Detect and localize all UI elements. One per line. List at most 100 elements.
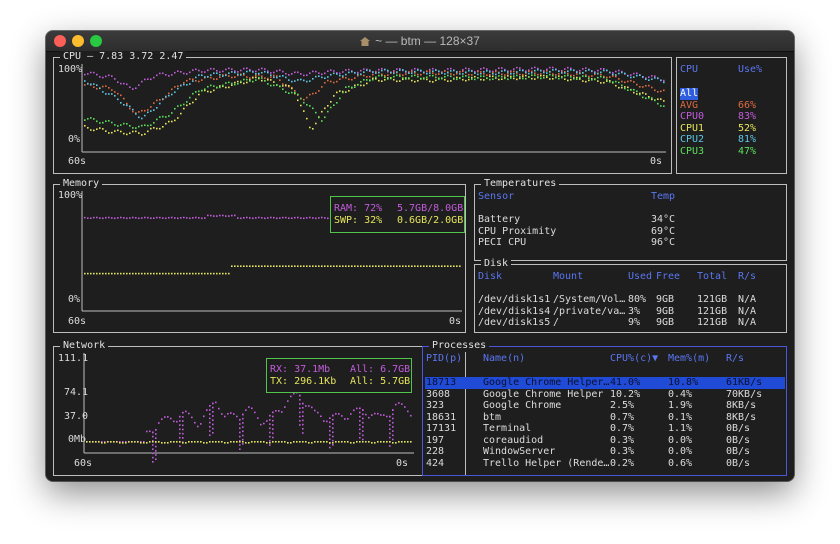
process-cell-pid: 18713	[426, 377, 457, 388]
minimize-button[interactable]	[72, 35, 84, 47]
cpu-usage-chart	[81, 64, 666, 153]
tx-total: All: 5.7GB	[350, 376, 411, 387]
process-row[interactable]: 17131 Terminal 0.7% 1.1% 0B/s	[425, 423, 785, 435]
process-cell-rs: 0B/s	[726, 434, 751, 446]
disk-cell-free: 9GB	[656, 305, 675, 317]
process-row[interactable]: 197 coreaudiod 0.3% 0.0% 0B/s	[425, 435, 785, 447]
disk-cell-rs: N/A	[738, 317, 757, 328]
process-cell-cpu: 10.2%	[610, 388, 641, 400]
process-cell-cpu: 0.7%	[610, 411, 635, 423]
cpu-legend-item-cpu0[interactable]: CPU0	[680, 111, 705, 122]
process-row[interactable]: 3608 Google Chrome Helper 10.2% 0.4% 70KB/s	[425, 389, 785, 401]
process-row[interactable]: 18631 btm 0.7% 0.1% 8KB/s	[425, 412, 785, 424]
process-cell-pid: 228	[426, 446, 445, 457]
proc-header-cpu[interactable]: CPU%(c)▼	[610, 353, 659, 364]
process-cell-pid: 323	[426, 400, 445, 411]
tx-label: TX: 296.1Kb	[270, 376, 337, 387]
cpu-legend-panel[interactable]: CPU Use% All AVG 66% CPU0 83% CPU1 52% CPU2 81% C…	[676, 57, 787, 174]
cpu-legend-item-cpu2[interactable]: CPU2	[680, 134, 705, 145]
process-cell-rs: 70KB/s	[726, 388, 763, 400]
cpu-legend-use-cpu3: 47%	[738, 145, 757, 157]
memory-x-left-label: 60s	[68, 316, 87, 327]
network-x-right-label: 0s	[396, 458, 409, 469]
zoom-button[interactable]	[90, 35, 102, 47]
process-cell-cpu: 0.3%	[610, 434, 635, 446]
ram-label: RAM: 72%	[334, 203, 383, 214]
network-panel-title: Network	[60, 340, 109, 352]
network-panel[interactable]: Network 111.1 74.1 37.0 0Mb 60s 0s RX: 3…	[53, 340, 466, 476]
process-cell-cpu: 0.2%	[610, 457, 635, 469]
process-cell-rs: 0B/s	[726, 446, 751, 457]
process-cell-cpu: 0.7%	[610, 423, 635, 434]
process-cell-name: Terminal	[483, 423, 532, 434]
temp-header-sensor: Sensor	[478, 191, 515, 202]
process-cell-pid: 197	[426, 434, 445, 446]
network-legend: RX: 37.1Mb All: 6.7GB TX: 296.1Kb All: 5…	[266, 358, 412, 393]
swp-value: 0.6GB/2.0GB	[397, 215, 464, 226]
terminal-window: ~ — btm — 128×37 CPU — 7.83 3.72 2.47 10…	[46, 31, 794, 481]
memory-x-right-label: 0s	[449, 316, 462, 327]
process-cell-pid: 18631	[426, 411, 457, 423]
temperatures-panel-title: Temperatures	[481, 178, 560, 190]
window-title: ~ — btm — 128×37	[46, 34, 794, 48]
process-cell-cpu: 0.3%	[610, 446, 635, 457]
disk-header-used: Used	[628, 271, 653, 282]
disk-cell-disk: /dev/disk1s4	[478, 305, 551, 317]
disk-cell-used: 3%	[628, 305, 641, 317]
cpu-legend-item-avg[interactable]: AVG	[680, 99, 699, 111]
cpu-legend-use-cpu2: 81%	[738, 134, 757, 145]
process-cell-name: WindowServer	[483, 446, 556, 457]
close-button[interactable]	[54, 35, 66, 47]
cpu-legend-item-cpu3[interactable]: CPU3	[680, 145, 705, 157]
processes-panel[interactable]: Processes PID(p) Name(n) CPU%(c)▼ Mem%(m…	[422, 340, 787, 476]
process-cell-mem: 0.1%	[668, 411, 693, 423]
title-bar[interactable]: ~ — btm — 128×37	[46, 31, 794, 52]
temp-sensor-name: Battery	[478, 214, 521, 225]
network-y-label-2: 74.1	[64, 387, 89, 398]
network-x-left-label: 60s	[74, 458, 93, 469]
cpu-legend-header-cpu: CPU	[680, 64, 699, 75]
process-cell-mem: 0.0%	[668, 446, 693, 457]
proc-header-mem[interactable]: Mem%(m)	[668, 353, 711, 364]
process-row[interactable]: 18713 Google Chrome Helper… 41.0% 10.8% 61KB…	[425, 377, 785, 389]
process-cell-mem: 0.4%	[668, 388, 693, 400]
ram-value: 5.7GB/8.0GB	[397, 203, 464, 214]
disk-cell-total: 121GB	[697, 294, 728, 305]
process-cell-pid: 424	[426, 457, 445, 469]
disk-cell-total: 121GB	[697, 317, 728, 328]
window-title-text: ~ — btm — 128×37	[375, 34, 480, 48]
process-cell-rs: 8KB/s	[726, 411, 757, 423]
network-y-label-bottom: 0Mb	[68, 434, 87, 445]
process-row[interactable]: 323 Google Chrome 2.5% 1.9% 8KB/s	[425, 400, 785, 412]
rx-total: All: 6.7GB	[350, 364, 411, 375]
proc-header-pid[interactable]: PID(p)	[426, 353, 463, 364]
cpu-legend-item-all[interactable]: All	[680, 88, 699, 100]
cpu-legend-header-use: Use%	[738, 64, 763, 75]
memory-panel-title: Memory	[60, 178, 103, 190]
cpu-panel-title: CPU — 7.83 3.72 2.47	[60, 51, 187, 63]
disk-header-rs: R/s	[738, 271, 757, 282]
process-cell-name: btm	[483, 411, 502, 423]
temp-sensor-name: PECI CPU	[478, 237, 527, 248]
process-row[interactable]: 424 Trello Helper (Rende… 0.2% 0.6% 0B/s	[425, 458, 785, 470]
temp-sensor-value: 96°C	[651, 237, 676, 248]
cpu-series-cpu0	[84, 66, 665, 90]
process-cell-cpu: 2.5%	[610, 400, 635, 411]
temperatures-panel[interactable]: Temperatures Sensor Temp Battery 34°C CPU …	[474, 178, 787, 261]
process-cell-cpu: 41.0%	[610, 377, 641, 388]
cpu-graph-panel[interactable]: CPU — 7.83 3.72 2.47 100% 0% 60s 0s	[53, 51, 672, 174]
process-row[interactable]: 228 WindowServer 0.3% 0.0% 0B/s	[425, 446, 785, 458]
memory-panel[interactable]: Memory 100% 0% 60s 0s RAM: 72% 5.7GB/8.0…	[53, 178, 466, 333]
disk-panel[interactable]: Disk Disk Mount Used Free Total R/s /dev…	[474, 258, 787, 333]
cpu-x-right-label: 0s	[650, 156, 663, 167]
disk-panel-title: Disk	[481, 258, 512, 270]
process-cell-mem: 0.0%	[668, 434, 693, 446]
process-cell-name: Google Chrome Helper	[483, 388, 604, 400]
proc-header-rs[interactable]: R/s	[726, 353, 745, 364]
proc-header-name[interactable]: Name(n)	[483, 353, 526, 364]
disk-header-total: Total	[697, 271, 728, 282]
disk-cell-mount: /	[553, 317, 560, 328]
btm-terminal[interactable]: CPU — 7.83 3.72 2.47 100% 0% 60s 0s CPU …	[46, 51, 794, 481]
cpu-legend-item-cpu1[interactable]: CPU1	[680, 122, 705, 134]
process-cell-mem: 1.9%	[668, 400, 693, 411]
